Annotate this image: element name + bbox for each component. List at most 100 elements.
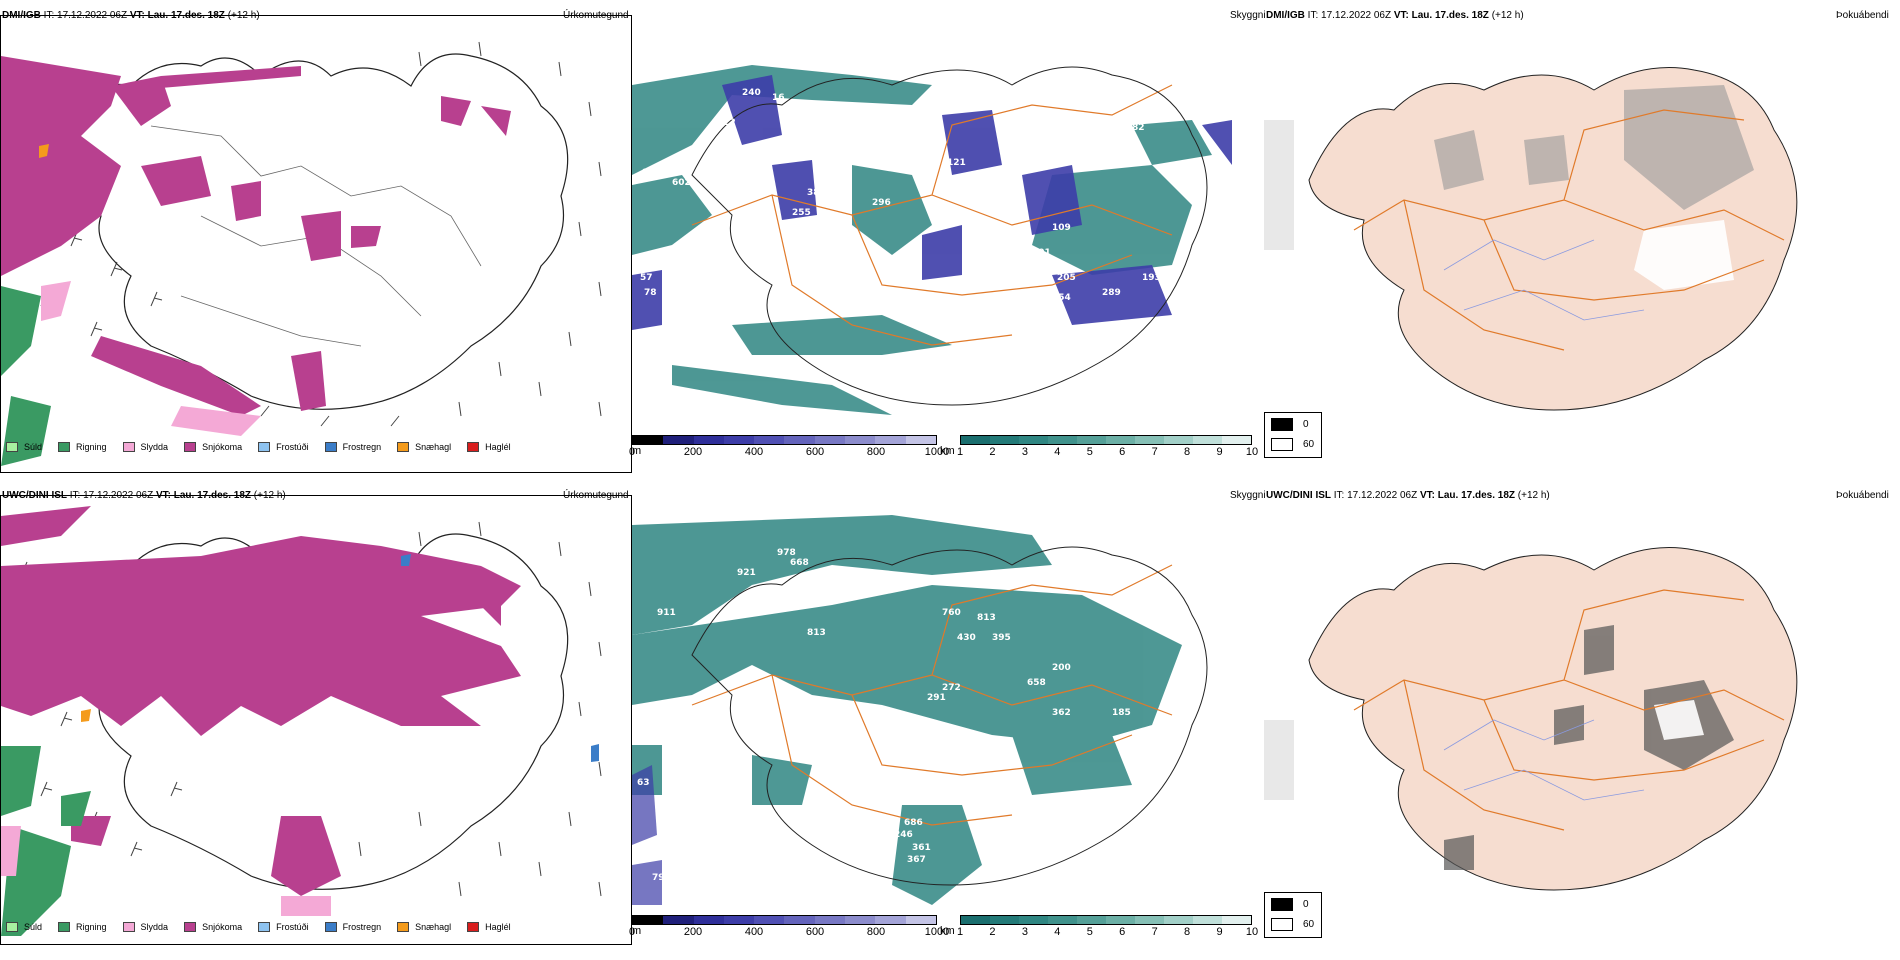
colorbar-cell bbox=[693, 436, 724, 444]
svg-text:185: 185 bbox=[1112, 708, 1131, 718]
svg-text:200: 200 bbox=[1052, 663, 1071, 673]
legend-swatch bbox=[467, 442, 480, 452]
ceiling-unit: m bbox=[632, 445, 642, 457]
colorbar-tick: 8 bbox=[1184, 446, 1191, 458]
svg-text:602: 602 bbox=[672, 178, 691, 188]
colorbar-cell bbox=[845, 916, 876, 924]
colorbar-cell bbox=[1193, 436, 1222, 444]
colorbar-cell bbox=[1164, 436, 1193, 444]
svg-text:999: 999 bbox=[642, 168, 661, 178]
svg-text:82: 82 bbox=[1132, 123, 1145, 133]
colorbar-tick: 3 bbox=[1021, 446, 1028, 458]
svg-text:367: 367 bbox=[907, 855, 926, 865]
svg-text:254: 254 bbox=[1052, 293, 1071, 303]
svg-text:296: 296 bbox=[872, 198, 891, 208]
legend-item: Slydda bbox=[122, 922, 168, 932]
colorbar-cell bbox=[693, 916, 724, 924]
colorbar-tick: 600 bbox=[805, 446, 825, 458]
colorbar-cell bbox=[663, 916, 694, 924]
svg-text:686: 686 bbox=[904, 818, 923, 828]
svg-text:16: 16 bbox=[772, 93, 785, 103]
fog-map bbox=[1264, 67, 1798, 411]
legend-swatch bbox=[6, 922, 18, 932]
svg-text:272: 272 bbox=[942, 683, 961, 693]
colorbar-tick: 10 bbox=[1245, 446, 1259, 458]
colorbar-cell bbox=[875, 436, 906, 444]
svg-text:268: 268 bbox=[992, 198, 1011, 208]
colorbar-tick: 7 bbox=[1151, 446, 1158, 458]
colorbar-tick: 1000 bbox=[924, 446, 950, 458]
legend-swatch bbox=[467, 922, 480, 932]
panel-title: Skyggni bbox=[1230, 10, 1266, 21]
legend-item: Snjókoma bbox=[184, 922, 242, 932]
legend-swatch bbox=[58, 922, 71, 932]
svg-text:430: 430 bbox=[957, 633, 976, 643]
ceiling-panel: 978 921 668 911 813 760 813 430 395 200 … bbox=[628, 490, 1266, 960]
precip-map bbox=[1, 506, 602, 936]
legend-item: Snæhagl bbox=[397, 922, 451, 932]
legend-swatch bbox=[184, 442, 197, 452]
panel-title: Þokuábendi bbox=[1836, 490, 1889, 501]
colorbar-cell bbox=[1019, 436, 1048, 444]
svg-text:813: 813 bbox=[807, 628, 826, 638]
svg-text:361: 361 bbox=[982, 238, 1001, 248]
svg-text:63: 63 bbox=[932, 383, 945, 393]
colorbar-cell bbox=[875, 916, 906, 924]
ceiling-cells bbox=[632, 435, 937, 445]
colorbar-cell bbox=[754, 916, 785, 924]
colorbar-cell bbox=[905, 436, 936, 444]
colorbar-cell bbox=[990, 916, 1019, 924]
colorbar-cell bbox=[1048, 436, 1077, 444]
legend-item: Haglél bbox=[467, 442, 511, 452]
ceiling-ticks: 0 200 400 600 800 1000 bbox=[628, 445, 949, 459]
colorbar-cell bbox=[961, 916, 990, 924]
colorbar-tick: 9 bbox=[1216, 926, 1223, 938]
colorbar-tick: 600 bbox=[805, 926, 825, 938]
legend-swatch bbox=[58, 442, 71, 452]
colorbar-tick: 8 bbox=[1184, 926, 1191, 938]
svg-text:291: 291 bbox=[927, 693, 946, 703]
colorbar-cell bbox=[784, 436, 815, 444]
row-uwc: UWC/DINI ISL IT: 17.12.2022 06Z VT: Lau.… bbox=[0, 490, 1900, 960]
svg-text:422: 422 bbox=[717, 118, 736, 128]
legend-item: Frostregn bbox=[324, 442, 381, 452]
visibility-unit: km bbox=[940, 445, 955, 457]
svg-text:240: 240 bbox=[742, 88, 761, 98]
panel-title: Úrkomutegund bbox=[563, 490, 629, 501]
colorbar-cell bbox=[633, 916, 664, 924]
svg-text:978: 978 bbox=[777, 548, 796, 558]
panel-header: UWC/DINI ISL IT: 17.12.2022 06Z VT: Lau.… bbox=[1266, 490, 1550, 501]
panel-title: Þokuábendi bbox=[1836, 10, 1889, 21]
colorbar-tick: 0 bbox=[628, 926, 636, 938]
colorbar-cell bbox=[1106, 916, 1135, 924]
legend-item: Snæhagl bbox=[397, 442, 451, 452]
svg-text:262: 262 bbox=[1007, 208, 1026, 218]
colorbar-cell bbox=[905, 916, 936, 924]
colorbar-tick: 200 bbox=[683, 446, 703, 458]
ceiling-map: 978 921 668 911 813 760 813 430 395 200 … bbox=[632, 515, 1208, 905]
panel-title: Úrkomutegund bbox=[563, 10, 629, 21]
svg-text:187: 187 bbox=[797, 113, 816, 123]
colorbar-tick: 0 bbox=[628, 446, 636, 458]
svg-text:14: 14 bbox=[997, 248, 1010, 258]
svg-text:109: 109 bbox=[1052, 223, 1071, 233]
legend-item: Snjókoma bbox=[184, 442, 242, 452]
colorbar-tick: 6 bbox=[1119, 446, 1126, 458]
fog-legend: 0 60 bbox=[1264, 412, 1322, 458]
svg-text:205: 205 bbox=[1057, 273, 1076, 283]
colorbar-cell bbox=[723, 436, 755, 444]
legend-item: Haglél bbox=[467, 922, 511, 932]
svg-text:342: 342 bbox=[762, 368, 781, 378]
visibility-colorbar: 1 2 3 4 5 6 7 8 9 10 bbox=[957, 435, 1258, 459]
svg-text:255: 255 bbox=[792, 208, 811, 218]
colorbar-tick: 200 bbox=[683, 926, 703, 938]
svg-text:57: 57 bbox=[640, 273, 653, 283]
colorbar-cell bbox=[1048, 916, 1077, 924]
svg-text:813: 813 bbox=[977, 613, 996, 623]
ceiling-colorbar: 0 200 400 600 800 1000 bbox=[628, 915, 949, 939]
colorbar-tick: 2 bbox=[989, 926, 996, 938]
colorbar-cell bbox=[1164, 916, 1193, 924]
legend-swatch bbox=[122, 922, 135, 932]
ceiling-ticks: 0 200 400 600 800 1000 bbox=[628, 925, 949, 939]
colorbar-cell bbox=[1222, 916, 1251, 924]
